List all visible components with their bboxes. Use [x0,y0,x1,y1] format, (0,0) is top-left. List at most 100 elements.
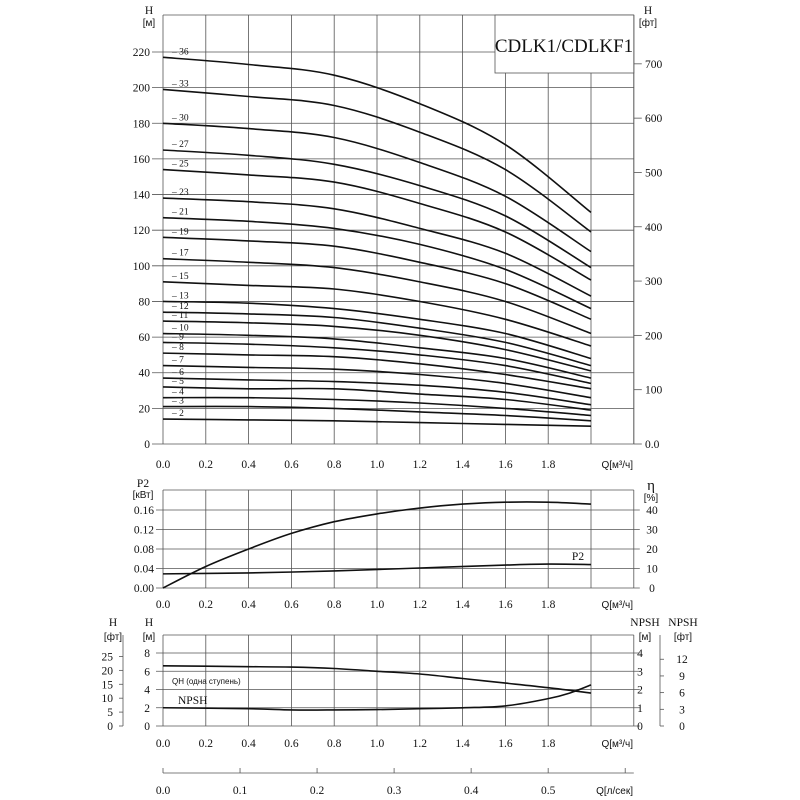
y-axis-unit: [м] [143,18,156,29]
x-tick-label: 0.6 [284,599,299,611]
p2-series-label: P2 [572,551,584,563]
y-axis-unit: [кВт] [133,490,154,501]
y2-tick-label: 700 [645,59,663,71]
npsh-series-label: NPSH [178,695,207,707]
q-liters-tick-label: 0.3 [387,785,402,797]
x-tick-label: 1.6 [498,599,513,611]
title-box [494,14,635,74]
x-tick-label: 1.8 [541,599,556,611]
head-curve-21-stages [162,216,592,310]
y2-tick-label: 10 [646,564,658,576]
q-liters-axis-label: Q[л/сек] [596,786,633,797]
y2-tick-label: 200 [645,330,663,342]
y-tick-label: 160 [133,154,151,166]
y2-tick-label: 500 [645,167,663,179]
x-tick-label: 0.8 [327,459,342,471]
npsh-curve [162,684,592,711]
head-curve-19-stages [162,236,592,321]
x-tick-label: 0.0 [156,599,171,611]
y-tick-label: 120 [133,225,151,237]
q-liters-tick-label: 0.2 [310,785,325,797]
y3-axis-unit: [фт] [674,631,692,643]
head-curve-11-stages [162,320,592,372]
head-curve-23-stages [162,197,592,297]
stage-label: – 11 [171,311,189,321]
x-tick-label: 0.6 [284,459,299,471]
y-tick-label: 60 [139,332,151,344]
y2-tick-label: 300 [645,276,663,288]
y2-axis-label: H [644,5,652,17]
y2-axis-unit: [%] [644,493,659,504]
y2-axis-unit: [фт] [639,17,657,29]
head-curve-25-stages [162,168,592,281]
stage-label: – 5 [171,377,184,387]
y-tick-label: 0.04 [134,564,154,576]
y-tick-label: 0 [144,439,150,451]
stage-label: – 36 [171,47,189,57]
p2-power-curve [162,563,592,575]
y0-tick-label: 0 [107,721,113,733]
x-tick-label: 0.4 [241,459,256,471]
x-tick-label: 0.2 [199,738,214,750]
x-tick-label: 0.6 [284,738,299,750]
y-tick-label: 0.16 [134,505,154,517]
head-curve-13-stages [162,300,592,360]
stage-label: – 30 [171,113,189,123]
x-tick-label: 1.0 [370,738,385,750]
head-curve-15-stages [162,281,592,347]
y3-tick-label: 0 [679,721,685,733]
x-tick-label: 1.4 [455,599,470,611]
y2-axis-unit: [м] [639,632,652,643]
y2-tick-label: 4 [637,648,643,660]
y0-tick-label: 25 [102,651,114,663]
y-tick-label: 0 [144,721,150,733]
x-tick-label: 0.0 [156,738,171,750]
x-tick-label: 0.0 [156,459,171,471]
y2-tick-label: 0.0 [645,439,660,451]
stage-label: – 23 [171,188,189,198]
y-axis-label: H [145,617,153,629]
y-tick-label: 0.12 [134,525,154,537]
y-tick-label: 4 [144,685,150,697]
stage-label: – 15 [171,272,189,282]
x-tick-label: 1.4 [455,738,470,750]
qh-single-stage-curve [162,664,592,694]
x-tick-label: 1.8 [541,738,556,750]
y-tick-label: 0.00 [134,583,154,595]
head-curve-10-stages [162,332,592,379]
stage-label: – 4 [171,388,184,398]
stage-label: – 10 [171,324,189,334]
y2-tick-label: 400 [645,222,663,234]
y-axis-label: P2 [137,478,149,490]
y-axis-unit: [м] [143,632,156,643]
x-tick-label: 0.8 [327,738,342,750]
y3-tick-label: 3 [679,704,685,716]
y0-tick-label: 5 [107,707,113,719]
x-tick-label: 0.2 [199,459,214,471]
q-liters-tick-label: 0.0 [156,785,171,797]
y0-tick-label: 10 [102,693,114,705]
head-curve-17-stages [162,257,592,335]
stage-label: – 13 [171,291,189,301]
x-tick-label: 0.4 [241,599,256,611]
efficiency-curve [162,501,592,589]
x-tick-label: 0.4 [241,738,256,750]
y-axis-label: H [145,5,153,17]
y-tick-label: 80 [139,296,151,308]
y-tick-label: 200 [133,83,151,95]
stage-label: – 33 [171,79,189,89]
y0-axis-unit: [фт] [104,631,122,643]
y2-tick-label: 3 [637,666,643,678]
q-liters-tick-label: 0.4 [464,785,479,797]
head-curve-30-stages [162,122,592,253]
q-liters-tick-label: 0.1 [233,785,248,797]
y2-tick-label: 600 [645,113,663,125]
stage-label: – 7 [171,356,184,366]
stage-label: – 17 [171,249,189,259]
y2-tick-label: 2 [637,685,643,697]
chart-title: CDLK1/CDLKF1 [495,36,633,57]
y2-tick-label: 40 [646,505,658,517]
y-tick-label: 6 [144,666,150,678]
